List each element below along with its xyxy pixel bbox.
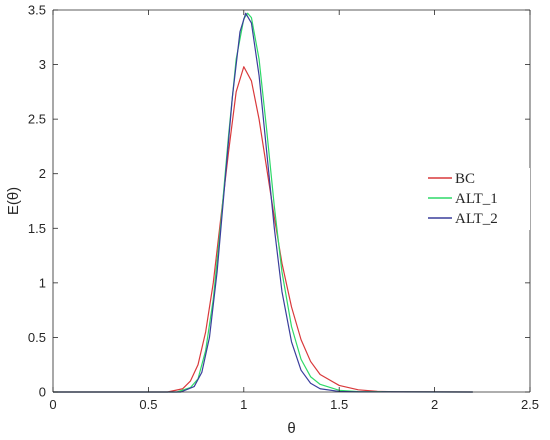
y-tick-label: 0.5 xyxy=(28,330,46,345)
x-tick-label: 2 xyxy=(431,397,438,412)
x-tick-label: 0.5 xyxy=(139,397,157,412)
series-line-alt-2 xyxy=(53,12,473,393)
series-layer xyxy=(53,12,473,393)
legend-label: BC xyxy=(455,171,475,187)
legend-label: ALT_2 xyxy=(455,211,498,227)
x-axis-label: θ xyxy=(287,420,295,437)
x-tick-label: 0 xyxy=(49,397,56,412)
y-tick-label: 1 xyxy=(39,275,46,290)
legend-label: ALT_1 xyxy=(455,191,498,207)
x-tick-label: 1.5 xyxy=(330,397,348,412)
y-tick-label: 3.5 xyxy=(28,3,46,18)
y-tick-label: 2 xyxy=(39,166,46,181)
legend: BC ALT_1 ALT_2 xyxy=(424,168,530,230)
y-tick-label: 2.5 xyxy=(28,112,46,127)
series-line-bc xyxy=(53,66,473,393)
x-tick-label: 1 xyxy=(240,397,247,412)
y-tick-label: 3 xyxy=(39,57,46,72)
series-line-alt-1 xyxy=(53,12,473,393)
x-tick-label: 2.5 xyxy=(521,397,539,412)
y-axis-label: E(θ) xyxy=(5,187,22,215)
y-tick-label: 1.5 xyxy=(28,221,46,236)
y-tick-label: 0 xyxy=(39,385,46,400)
